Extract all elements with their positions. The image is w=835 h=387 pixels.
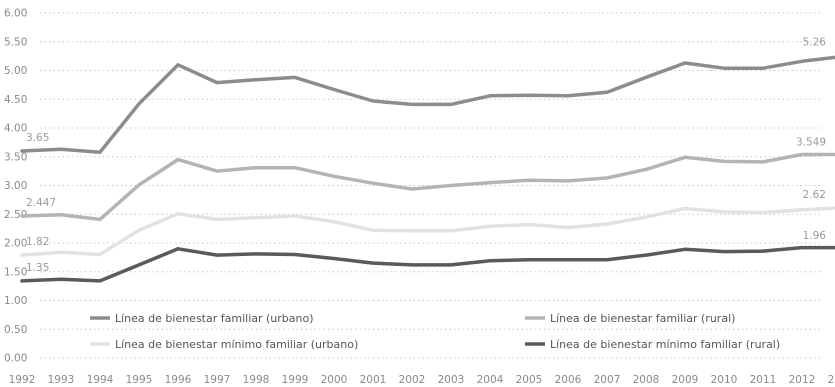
x-tick-label: 2001	[360, 374, 387, 386]
y-tick-label: 1.50	[4, 266, 27, 278]
data-labels: 3.65 5.26 2.447 3.549 1.82 2.62 1.35 1.96	[26, 37, 826, 274]
x-tick-label: 2012	[789, 374, 816, 386]
x-tick-label: 1993	[48, 374, 75, 386]
y-tick-label: 3.00	[4, 180, 27, 192]
x-tick-label: 1998	[243, 374, 270, 386]
x-tick-label: 2000	[321, 374, 348, 386]
series-line	[20, 55, 835, 154]
y-tick-label: 2.50	[4, 209, 27, 221]
x-tick-label: 2013	[828, 374, 835, 386]
legend: Línea de bienestar familiar (urbano) Líne…	[90, 312, 780, 351]
x-tick-label: 2006	[555, 374, 582, 386]
data-label: 1.35	[26, 262, 49, 274]
series-line	[20, 152, 835, 222]
data-label: 3.65	[26, 132, 49, 144]
x-tick-label: 2002	[399, 374, 426, 386]
x-tick-label: 2005	[516, 374, 543, 386]
y-tick-label: 0.00	[4, 353, 27, 365]
legend-label: Línea de bienestar mínimo familiar (urba…	[115, 338, 358, 351]
x-tick-label: 2004	[477, 374, 504, 386]
y-tick-label: 1.00	[4, 295, 27, 307]
series-line	[20, 245, 835, 283]
y-tick-label: 2.00	[4, 238, 27, 250]
legend-label: Línea de bienestar familiar (rural)	[550, 312, 735, 325]
data-label: 1.82	[26, 236, 49, 248]
y-tick-label: 6.00	[4, 8, 27, 20]
y-tick-label: 5.50	[4, 36, 27, 48]
y-tick-label: 4.50	[4, 94, 27, 106]
x-tick-label: 2011	[750, 374, 777, 386]
y-tick-label: 0.50	[4, 324, 27, 336]
data-label: 5.26	[803, 37, 827, 49]
x-tick-label: 2010	[711, 374, 738, 386]
x-tick-label: 2007	[594, 374, 621, 386]
legend-label: Línea de bienestar familiar (urbano)	[115, 312, 314, 325]
data-label: 2.447	[26, 197, 56, 209]
legend-label: Línea de bienestar mínimo familiar (rura…	[550, 338, 780, 351]
y-axis: 0.00 0.50 1.00 1.50 2.00 2.50 3.00 3.50 4.00 4.50…	[4, 8, 27, 365]
series	[20, 55, 835, 283]
x-tick-label: 2003	[438, 374, 465, 386]
x-tick-label: 1996	[165, 374, 192, 386]
data-label: 3.549	[796, 137, 826, 149]
y-tick-label: 5.00	[4, 65, 27, 77]
x-tick-label: 1992	[9, 374, 36, 386]
x-tick-label: 1997	[204, 374, 231, 386]
x-tick-label: 2008	[633, 374, 660, 386]
x-tick-label: 2009	[672, 374, 699, 386]
data-label: 2.62	[803, 189, 826, 201]
x-axis: 1992 1993 1994 1995 1996 1997 1998 1999 2000 2001…	[9, 374, 835, 386]
series-line	[20, 206, 835, 257]
x-tick-label: 1994	[87, 374, 114, 386]
x-tick-label: 1995	[126, 374, 153, 386]
data-label: 1.96	[803, 230, 827, 242]
y-tick-label: 3.50	[4, 151, 27, 163]
x-tick-label: 1999	[282, 374, 309, 386]
y-tick-label: 4.00	[4, 123, 27, 135]
